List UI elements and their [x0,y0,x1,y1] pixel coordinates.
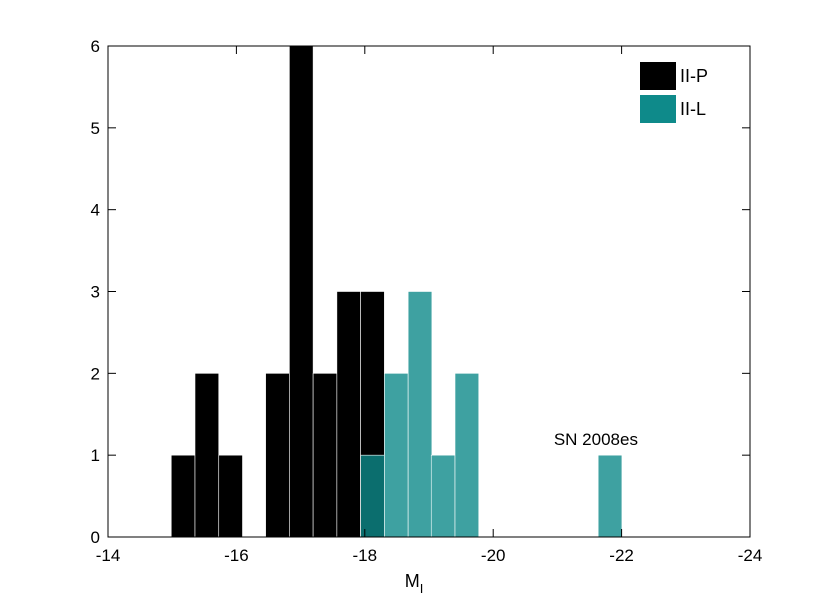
x-tick-label: -16 [224,546,249,565]
x-axis-label-main: M [405,571,420,591]
legend: II-P II-L [640,62,708,123]
bar-II-P-0 [170,454,196,538]
bar-II-P-5 [289,45,314,538]
y-tick-label: 0 [91,528,100,547]
x-tick-label: -24 [738,546,763,565]
bar-II-P-6 [312,373,338,538]
bar-II-L-5 [597,454,623,538]
y-tick-label: 5 [91,119,100,138]
y-tick-label: 3 [91,283,100,302]
legend-label-II-L: II-L [680,99,706,119]
x-tick-label: -18 [353,546,378,565]
y-tick-label: 4 [91,201,100,220]
legend-swatch-II-L [640,95,676,123]
bar-II-P-1 [194,373,220,538]
bar-II-L-0 [360,454,385,538]
y-tick-label: 1 [91,446,100,465]
legend-label-II-P: II-P [680,66,708,86]
y-tick-label: 6 [91,37,100,56]
annotation-label: SN 2008es [554,430,638,449]
y-tick-label: 2 [91,364,100,383]
bar-II-L-3 [430,454,456,538]
bar-II-L-1 [384,373,409,538]
bar-II-P-2 [218,454,243,538]
bars-layer [170,45,623,538]
bar-II-P-4 [265,373,290,538]
series-II-L [360,291,623,538]
legend-swatch-II-P [640,62,676,90]
x-axis-label: MI [405,571,424,596]
x-tick-label: -22 [609,546,634,565]
x-axis-label-subscript: I [420,581,424,596]
x-tick-label: -20 [481,546,506,565]
bar-II-L-4 [454,373,480,538]
series-II-P [170,45,385,538]
bar-II-P-7 [336,291,361,538]
annotations-layer: SN 2008es [554,430,638,449]
bar-II-L-2 [407,291,433,538]
ticks-layer: -14 -16 -18 -20 -22 -24 0 1 2 3 4 5 6 [91,37,763,565]
x-tick-label: -14 [96,546,121,565]
